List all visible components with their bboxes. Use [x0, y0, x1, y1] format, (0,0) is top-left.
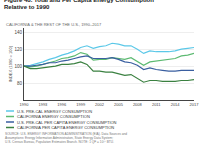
- svg-text:INDEX (1990 = 100): INDEX (1990 = 100): [8, 45, 13, 82]
- svg-text:CALIFORNIA PER CAPITA ENERGY C: CALIFORNIA PER CAPITA ENERGY CONSUMPTION: [17, 125, 114, 130]
- svg-text:2017: 2017: [190, 102, 200, 107]
- svg-text:1993: 1993: [38, 102, 48, 107]
- svg-text:100: 100: [15, 64, 23, 69]
- svg-text:U.S. PRE-CAL PER CAPITA ENERGY: U.S. PRE-CAL PER CAPITA ENERGY CONSUMPTI…: [17, 120, 117, 125]
- svg-text:CALIFORNIA & THE REST OF THE U: CALIFORNIA & THE REST OF THE U.S., 1990–…: [6, 22, 102, 27]
- svg-text:1990: 1990: [20, 102, 30, 107]
- svg-text:120: 120: [15, 47, 23, 52]
- svg-text:Figure 48. Total and Per Capit: Figure 48. Total and Per Capita Energy C…: [4, 0, 154, 10]
- svg-text:80: 80: [17, 81, 23, 86]
- svg-text:140: 140: [15, 30, 23, 35]
- svg-text:2005: 2005: [114, 102, 124, 107]
- svg-text:2008: 2008: [133, 102, 143, 107]
- svg-text:2002: 2002: [95, 102, 105, 107]
- svg-text:SOURCE: U.S. ENERGY INFORMATIO: SOURCE: U.S. ENERGY INFORMATION ADMINIST…: [5, 132, 127, 144]
- svg-text:1996: 1996: [57, 102, 67, 107]
- svg-text:2014: 2014: [171, 102, 181, 107]
- svg-text:2011: 2011: [152, 102, 161, 107]
- svg-text:CALIFORNIA ENERGY CONSUMPTION: CALIFORNIA ENERGY CONSUMPTION: [17, 114, 90, 119]
- svg-text:1999: 1999: [76, 102, 86, 107]
- svg-text:U.S. PRE-CAL ENERGY CONSUMPTIO: U.S. PRE-CAL ENERGY CONSUMPTION: [17, 109, 92, 114]
